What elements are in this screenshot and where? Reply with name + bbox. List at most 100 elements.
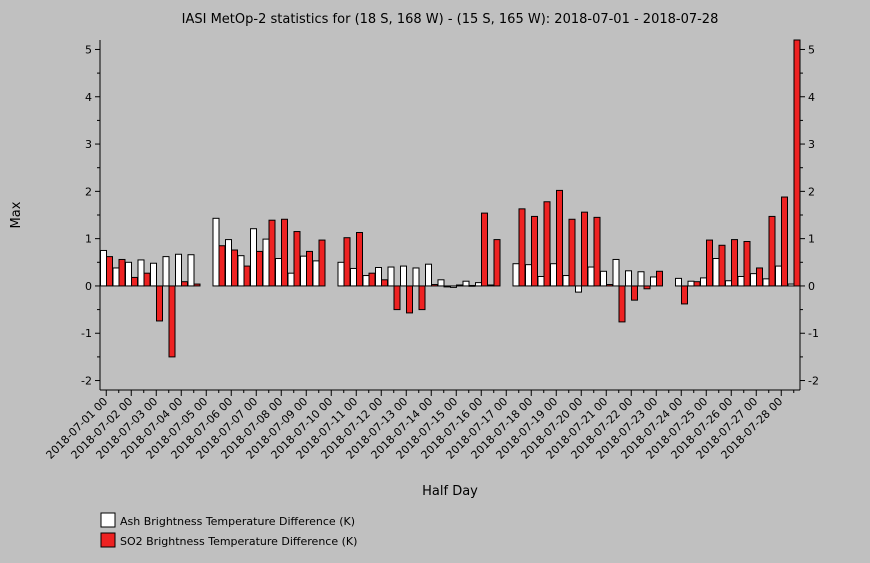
ash-bar-42 bbox=[625, 270, 632, 287]
so2-bar-15 bbox=[293, 231, 301, 287]
ash-bar-15 bbox=[287, 272, 295, 287]
y-tick-label-left: 5 bbox=[85, 43, 92, 56]
ash-bar-39 bbox=[587, 266, 595, 287]
so2-bar-27 bbox=[443, 285, 451, 288]
ash-bar-29 bbox=[462, 280, 470, 287]
so2-bar-48 bbox=[706, 239, 713, 287]
legend: Ash Brightness Temperature Difference (K… bbox=[100, 512, 357, 548]
y-tick-label-left: 2 bbox=[85, 185, 92, 198]
x-axis-title: Half Day bbox=[422, 484, 478, 499]
ash-bar-20 bbox=[350, 267, 357, 287]
ash-bar-40 bbox=[600, 270, 607, 287]
y-tick-label-right: 1 bbox=[808, 233, 815, 246]
so2-bar-17 bbox=[318, 239, 326, 287]
so2-bar-7 bbox=[193, 283, 201, 287]
so2-bar-1 bbox=[118, 258, 126, 287]
so2-bar-21 bbox=[368, 272, 376, 287]
so2-bar-46 bbox=[681, 285, 688, 305]
ash-bar-17 bbox=[312, 260, 320, 287]
so2-bar-39 bbox=[593, 216, 601, 287]
plot-frame bbox=[99, 40, 801, 391]
so2-bar-55 bbox=[793, 39, 801, 287]
y-tick-label-left: 4 bbox=[85, 91, 92, 104]
so2-bar-14 bbox=[281, 218, 288, 287]
ash-bar-54 bbox=[775, 265, 782, 287]
so2-bar-34 bbox=[531, 215, 538, 287]
legend-swatch-ash bbox=[100, 512, 116, 528]
so2-bar-47 bbox=[693, 281, 701, 287]
so2-bar-42 bbox=[631, 285, 638, 301]
y-axis-title: Max bbox=[9, 201, 24, 228]
y-tick-label-right: 5 bbox=[808, 43, 815, 56]
y-tick-label-right: -1 bbox=[808, 327, 819, 340]
so2-bar-3 bbox=[143, 272, 151, 287]
chart-title: IASI MetOp-2 statistics for (18 S, 168 W… bbox=[182, 12, 719, 27]
so2-bar-41 bbox=[618, 285, 626, 323]
so2-bar-38 bbox=[581, 211, 588, 287]
so2-bar-31 bbox=[493, 239, 501, 287]
so2-bar-30 bbox=[481, 212, 488, 287]
so2-bar-26 bbox=[431, 284, 438, 287]
ash-bar-0 bbox=[100, 249, 107, 287]
so2-bar-12 bbox=[256, 250, 263, 287]
y-tick-label-right: 2 bbox=[808, 185, 815, 198]
y-tick-label-left: 1 bbox=[85, 233, 92, 246]
ash-bar-38 bbox=[575, 285, 582, 293]
legend-label-so2: SO2 Brightness Temperature Difference (K… bbox=[120, 535, 357, 548]
ash-bar-31 bbox=[487, 284, 495, 287]
ash-bar-34 bbox=[525, 264, 532, 287]
so2-bar-4 bbox=[156, 285, 163, 322]
so2-bar-22 bbox=[381, 279, 388, 287]
y-tick-label-right: -2 bbox=[808, 375, 819, 388]
so2-bar-54 bbox=[781, 196, 788, 287]
so2-bar-9 bbox=[218, 245, 226, 287]
ash-bar-1 bbox=[112, 267, 120, 287]
so2-bar-52 bbox=[756, 267, 763, 287]
ash-bar-52 bbox=[750, 273, 757, 287]
so2-bar-23 bbox=[393, 285, 401, 311]
ash-bar-43 bbox=[637, 271, 645, 287]
ash-bar-14 bbox=[275, 258, 282, 287]
y-tick-label-left: 3 bbox=[85, 138, 92, 151]
ash-bar-51 bbox=[737, 275, 745, 287]
ash-bar-19 bbox=[337, 261, 345, 287]
ash-bar-41 bbox=[612, 258, 620, 287]
so2-bar-24 bbox=[406, 285, 413, 314]
so2-bar-2 bbox=[131, 276, 138, 287]
ash-bar-26 bbox=[425, 263, 432, 287]
so2-bar-13 bbox=[268, 219, 276, 287]
bars-group bbox=[100, 39, 801, 358]
ash-bar-7 bbox=[187, 254, 195, 287]
ash-bar-36 bbox=[550, 263, 557, 287]
ash-bar-24 bbox=[400, 265, 407, 287]
ash-bar-13 bbox=[262, 238, 270, 287]
so2-bar-10 bbox=[231, 249, 238, 287]
ash-bar-49 bbox=[712, 258, 720, 287]
ash-bar-12 bbox=[250, 228, 257, 287]
y-tick-label-right: 4 bbox=[808, 91, 815, 104]
so2-bar-19 bbox=[343, 237, 351, 287]
ash-bar-5 bbox=[162, 256, 170, 287]
ash-bar-35 bbox=[537, 275, 545, 287]
ash-bar-3 bbox=[137, 259, 145, 287]
so2-bar-49 bbox=[718, 244, 726, 287]
ash-bar-22 bbox=[375, 267, 382, 287]
so2-bar-5 bbox=[168, 285, 176, 358]
so2-bar-16 bbox=[306, 250, 313, 287]
so2-bar-53 bbox=[768, 215, 776, 287]
y-tick-label-left: 0 bbox=[85, 280, 92, 293]
legend-label-ash: Ash Brightness Temperature Difference (K… bbox=[120, 515, 355, 528]
so2-bar-37 bbox=[568, 218, 576, 287]
so2-bar-40 bbox=[606, 284, 613, 287]
ash-bar-4 bbox=[150, 262, 157, 287]
ash-bar-46 bbox=[675, 277, 682, 287]
ash-bar-2 bbox=[125, 261, 132, 287]
y-axis-right: -2 -1 0 1 2 3 4 5 bbox=[800, 43, 819, 388]
ash-bar-16 bbox=[300, 255, 307, 287]
so2-bar-44 bbox=[656, 270, 663, 287]
ash-bar-11 bbox=[237, 255, 245, 287]
ash-bar-47 bbox=[687, 280, 695, 287]
ash-bar-37 bbox=[562, 275, 570, 287]
